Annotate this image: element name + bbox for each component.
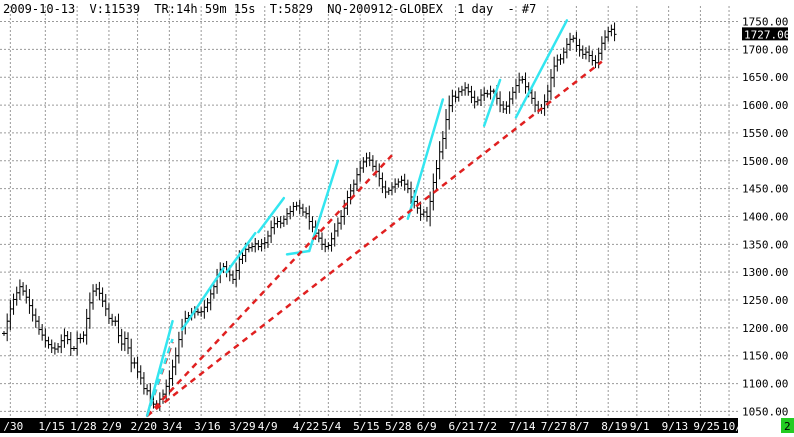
trendline-solid[interactable] <box>308 159 340 253</box>
header-volume: V:11539 <box>89 2 140 16</box>
price-tick-label: 1750.00 <box>742 16 788 29</box>
price-tick-label: 1400.00 <box>742 210 788 223</box>
price-tick-label: 1600.00 <box>742 99 788 112</box>
price-tick-label: 1100.00 <box>742 378 788 391</box>
date-tick-label: 7/27 <box>541 420 568 433</box>
header-period: 1 day <box>457 2 493 16</box>
trendline-solid[interactable] <box>225 231 257 274</box>
date-tick-label: 9/1 <box>630 420 650 433</box>
trendline-solid[interactable] <box>285 249 311 256</box>
price-tick-label: 1150.00 <box>742 350 788 363</box>
date-tick-label: 3/4 <box>162 420 182 433</box>
price-tick-label: 1450.00 <box>742 183 788 196</box>
date-tick-label: 5/4 <box>321 420 341 433</box>
price-tick-label: 1050.00 <box>742 405 788 418</box>
date-tick-label: 5/28 <box>385 420 412 433</box>
date-tick-label: 4/9 <box>258 420 278 433</box>
price-tick-label: 1500.00 <box>742 155 788 168</box>
last-price-marker: 1727.00 <box>742 27 790 41</box>
header-date: 2009-10-13 <box>3 2 75 16</box>
price-tick-label: 1700.00 <box>742 43 788 56</box>
trendline-solid[interactable] <box>482 78 502 127</box>
price-tick-label: 1650.00 <box>742 71 788 84</box>
date-tick-label: 7/2 <box>477 420 497 433</box>
last-price-label: 1727.00 <box>744 28 790 41</box>
price-axis[interactable]: 1050.00 1100.00 1150.00 1200.00 1250.00 1300.… <box>742 16 788 419</box>
price-tick-label: 1200.00 <box>742 322 788 335</box>
header-chart-index: - #7 <box>507 2 536 16</box>
header-time-remaining: TR:14h 59m 15s <box>154 2 255 16</box>
date-tick-label: 9/25 <box>693 420 720 433</box>
trendline-solid[interactable] <box>406 98 445 220</box>
price-tick-label: 1550.00 <box>742 127 788 140</box>
date-tick-label: 1/28 <box>70 420 97 433</box>
date-tick-label: 8/7 <box>569 420 589 433</box>
trendline-dotted[interactable] <box>146 154 393 417</box>
header-tick-count: T:5829 <box>270 2 313 16</box>
header-symbol: NQ-200912-GLOBEX <box>327 2 443 16</box>
date-tick-label: 7/14 <box>509 420 536 433</box>
trendline-solid[interactable] <box>257 196 286 234</box>
price-tick-label: 1250.00 <box>742 294 788 307</box>
trendline-dotted[interactable] <box>146 60 603 417</box>
price-tick-label: 1300.00 <box>742 266 788 279</box>
trendline-solid[interactable] <box>180 267 225 331</box>
date-tick-label: /30 <box>3 420 23 433</box>
ohlc-bar <box>612 22 617 42</box>
date-tick-label: 3/29 <box>229 420 256 433</box>
date-tick-label: 2/9 <box>102 420 122 433</box>
trendline-solid-extension[interactable] <box>145 338 174 417</box>
date-axis[interactable]: /30 1/15 1/28 2/9 2/20 3/4 3/16 3/29 4/9 4/22 5/4 5… <box>0 418 749 433</box>
date-tick-label: 9/13 <box>662 420 689 433</box>
date-tick-label: 6/21 <box>449 420 476 433</box>
indicator-badge-label: 2 <box>784 420 791 433</box>
date-tick-label: 5/15 <box>353 420 380 433</box>
date-tick-label: 4/22 <box>293 420 320 433</box>
header-info: 2009-10-13 V:11539 TR:14h 59m 15s T:5829… <box>3 2 536 16</box>
trendline-solid[interactable] <box>514 19 569 119</box>
date-tick-label: 3/16 <box>194 420 221 433</box>
price-bars <box>2 22 617 412</box>
trendlines[interactable] <box>145 19 603 418</box>
date-tick-label: 2/20 <box>131 420 158 433</box>
price-tick-label: 1350.00 <box>742 238 788 251</box>
date-tick-label: 10/8 <box>722 420 749 433</box>
date-tick-label: 1/15 <box>38 420 64 433</box>
date-tick-label: 8/19 <box>601 420 628 433</box>
date-tick-label: 6/9 <box>417 420 437 433</box>
indicator-badge[interactable]: 2 <box>781 418 794 433</box>
